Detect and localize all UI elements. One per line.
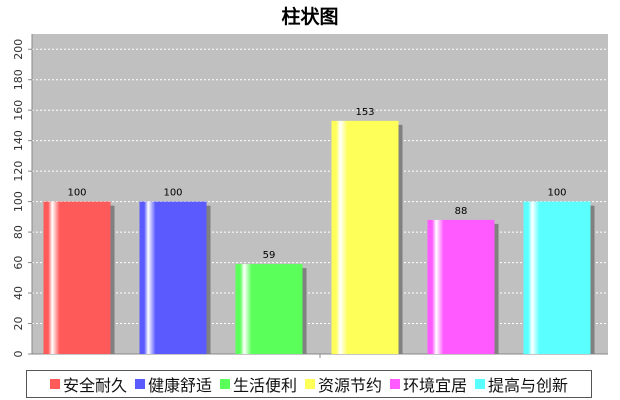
chart-title: 柱状图	[281, 6, 339, 28]
legend-item: 健康舒适	[134, 372, 212, 396]
bar-chart: 0 20 40 60 80 100 120 140 160 180 200 100 100 59 153 88…	[12, 34, 608, 358]
data-label: 59	[263, 250, 276, 261]
legend-label: 环境宜居	[403, 376, 468, 395]
data-label: 100	[163, 188, 182, 199]
legend-label: 安全耐久	[62, 376, 127, 395]
legend-swatch	[49, 379, 60, 389]
data-label: 100	[67, 188, 86, 199]
y-tick-label: 180	[12, 69, 25, 90]
bar-2	[139, 201, 207, 354]
y-tick-label: 20	[12, 317, 25, 331]
legend-label: 健康舒适	[147, 376, 212, 395]
bar-5	[427, 219, 495, 354]
y-tick-label: 80	[12, 225, 25, 239]
legend-label: 资源节约	[318, 376, 383, 395]
y-tick-label: 140	[12, 130, 25, 151]
legend-item: 生活便利	[219, 372, 297, 396]
bar-6	[523, 201, 591, 354]
legend-item: 安全耐久	[49, 372, 127, 396]
legend-item: 环境宜居	[390, 372, 467, 396]
y-tick-label: 100	[12, 191, 25, 212]
legend-item: 资源节约	[305, 372, 382, 396]
legend-swatch	[219, 379, 230, 389]
y-tick-label: 200	[12, 39, 25, 60]
legend-label: 提高与创新	[488, 376, 569, 395]
bar-3	[235, 264, 303, 354]
legend-item: 提高与创新	[475, 372, 568, 396]
legend-swatch	[305, 379, 315, 389]
legend-swatch	[475, 379, 486, 389]
plot-area	[32, 34, 608, 354]
legend-label: 生活便利	[232, 376, 297, 395]
bar-4	[331, 120, 399, 354]
data-label: 100	[547, 188, 566, 199]
legend-swatch	[390, 379, 401, 389]
y-tick-label: 40	[12, 286, 25, 300]
y-tick-label: 120	[12, 161, 25, 182]
y-tick-label: 160	[12, 100, 25, 121]
legend-swatch	[134, 379, 145, 389]
y-tick-label: 0	[12, 351, 25, 358]
legend: 安全耐久 健康舒适 生活便利 资源节约 环境宜居 提高与创新	[26, 370, 592, 398]
bar-1	[43, 201, 111, 354]
y-tick-label: 60	[12, 256, 25, 270]
data-label: 88	[455, 206, 468, 217]
data-label: 153	[355, 107, 374, 118]
